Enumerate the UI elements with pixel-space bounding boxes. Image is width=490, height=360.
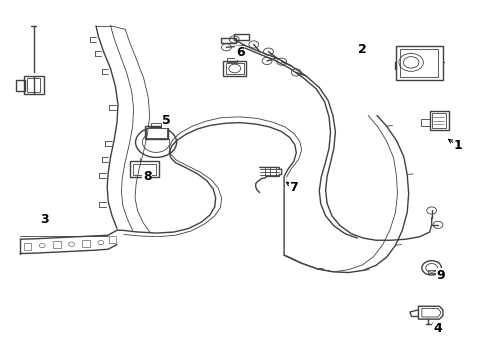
Bar [133, 163, 156, 175]
Bar [400, 49, 439, 77]
Bar [130, 161, 159, 177]
Bar [109, 236, 117, 243]
Bar [396, 45, 443, 80]
Text: 3: 3 [40, 213, 49, 226]
Bar [220, 38, 236, 43]
Bar [16, 80, 25, 91]
Bar [147, 128, 167, 138]
Bar [226, 63, 244, 74]
Text: 7: 7 [290, 181, 298, 194]
Bar [223, 61, 246, 76]
Bar [227, 58, 237, 62]
Bar [24, 76, 44, 94]
Text: 9: 9 [436, 269, 445, 282]
Bar [53, 241, 61, 248]
Bar [26, 78, 40, 92]
Text: 1: 1 [453, 139, 462, 152]
Bar [421, 119, 430, 126]
Bar [82, 240, 90, 247]
Bar [234, 34, 249, 40]
Bar [145, 126, 168, 139]
Text: 4: 4 [434, 322, 442, 335]
Text: 6: 6 [236, 46, 245, 59]
Bar [24, 243, 31, 250]
Text: 5: 5 [163, 114, 171, 127]
Text: 8: 8 [143, 170, 151, 183]
Bar [432, 113, 446, 128]
Bar [430, 111, 449, 130]
Text: 2: 2 [358, 42, 367, 55]
Bar [428, 270, 436, 273]
Bar [151, 123, 161, 127]
